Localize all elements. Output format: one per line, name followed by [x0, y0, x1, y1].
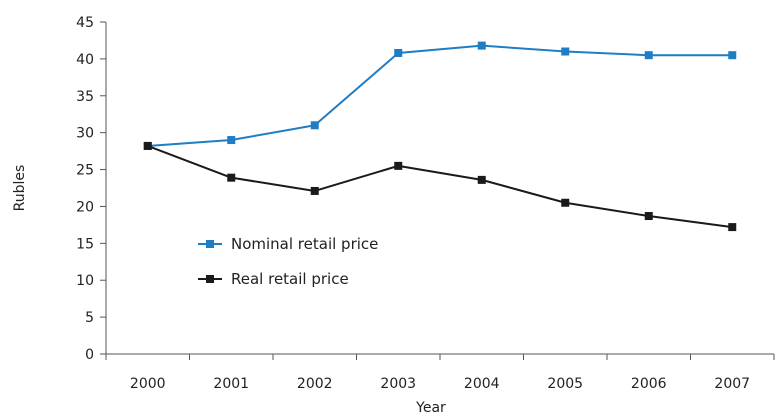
x-tick-label: 2006 — [631, 376, 667, 392]
x-tick-label: 2007 — [714, 376, 750, 392]
y-tick-label: 30 — [76, 126, 94, 142]
y-axis-ticks: 0 5 10 15 20 25 30 35 40 45 — [76, 15, 106, 363]
legend-marker — [206, 275, 214, 283]
data-point-marker — [227, 136, 236, 145]
x-tick-label: 2004 — [464, 376, 500, 392]
y-tick-label: 10 — [76, 273, 94, 289]
data-point-marker — [143, 141, 152, 150]
data-point-marker — [310, 121, 319, 130]
y-tick-label: 5 — [85, 310, 94, 326]
y-tick-label: 0 — [85, 347, 94, 363]
y-tick-label: 25 — [76, 163, 94, 179]
legend-label: Nominal retail price — [231, 235, 378, 253]
y-tick-label: 35 — [76, 89, 94, 105]
y-tick-label: 40 — [76, 52, 94, 68]
legend: Nominal retail price Real retail price — [198, 235, 378, 288]
data-point-marker — [227, 173, 236, 182]
data-point-marker — [728, 51, 737, 60]
data-point-marker — [477, 175, 486, 184]
data-point-marker — [561, 198, 570, 207]
series-1 — [143, 141, 737, 232]
legend-label: Real retail price — [231, 270, 349, 288]
data-point-marker — [310, 186, 319, 195]
x-tick-label: 2003 — [380, 376, 416, 392]
series-line — [147, 44, 733, 147]
data-point-marker — [728, 223, 737, 232]
data-point-marker — [644, 51, 653, 60]
x-tick-label: 2002 — [297, 376, 333, 392]
series-0 — [143, 41, 737, 150]
y-tick-label: 45 — [76, 15, 94, 31]
data-point-marker — [477, 41, 486, 50]
x-tick-label: 2000 — [130, 376, 166, 392]
data-point-marker — [644, 212, 653, 221]
series-line — [147, 145, 733, 229]
x-axis-ticks: 2000 2001 2002 2003 2004 2005 2006 2007 — [105, 354, 775, 392]
legend-item: Real retail price — [198, 270, 349, 288]
data-point-marker — [394, 161, 403, 170]
legend-marker — [206, 240, 214, 248]
series-layer — [143, 41, 737, 232]
x-tick-label: 2001 — [213, 376, 249, 392]
data-point-marker — [561, 47, 570, 56]
y-tick-label: 15 — [76, 236, 94, 252]
y-tick-label: 20 — [76, 199, 94, 215]
x-axis-title: Year — [415, 400, 446, 416]
x-tick-label: 2005 — [547, 376, 583, 392]
data-point-marker — [394, 48, 403, 57]
y-axis-title: Rubles — [12, 165, 28, 212]
legend-item: Nominal retail price — [198, 235, 378, 253]
